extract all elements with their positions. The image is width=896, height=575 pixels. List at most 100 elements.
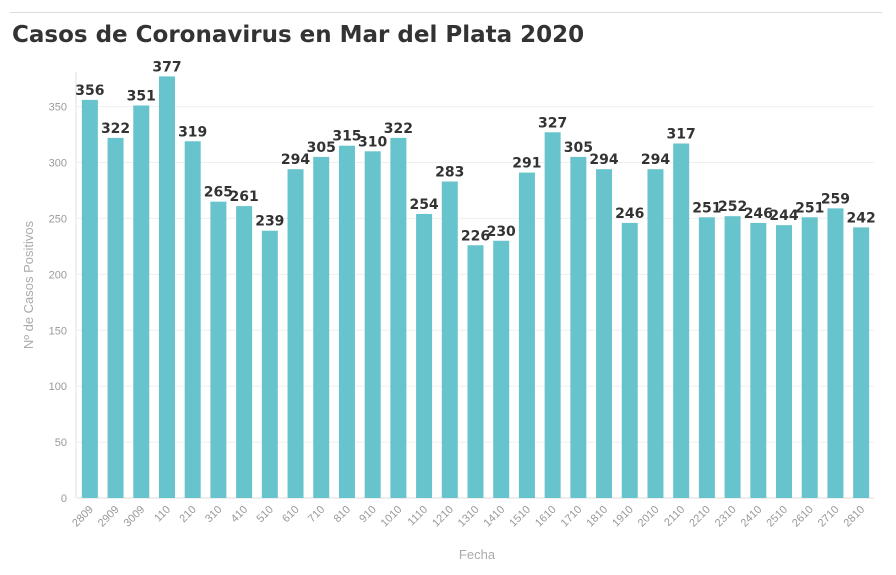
x-tick-label: 710 — [306, 504, 327, 525]
x-tick-label: 1710 — [559, 504, 585, 530]
x-tick-label: 810 — [332, 504, 353, 525]
data-label: 239 — [255, 214, 284, 230]
data-label: 230 — [487, 224, 516, 240]
x-tick-label: 1110 — [406, 504, 431, 529]
y-tick-label: 350 — [49, 102, 67, 114]
data-label: 294 — [589, 152, 618, 168]
y-tick-label: 300 — [49, 158, 67, 170]
data-label: 356 — [75, 83, 104, 99]
x-tick-label: 1810 — [584, 504, 610, 530]
bar — [596, 169, 613, 498]
data-label: 251 — [795, 200, 824, 216]
x-tick-label: 2110 — [662, 504, 687, 529]
data-label: 377 — [152, 59, 181, 75]
x-tick-label: 2710 — [816, 504, 842, 530]
y-tick-label: 150 — [49, 325, 67, 337]
x-tick-label: 1610 — [533, 504, 559, 530]
bar — [184, 141, 201, 499]
x-tick-label: 1510 — [507, 504, 533, 530]
bar — [364, 151, 381, 499]
x-tick-label: 1010 — [379, 504, 405, 530]
data-label: 259 — [821, 191, 850, 207]
data-label: 294 — [641, 152, 670, 168]
x-tick-label: 910 — [357, 504, 378, 525]
bar — [441, 181, 458, 499]
bar — [673, 143, 690, 498]
bar — [133, 105, 150, 498]
bar — [544, 132, 561, 498]
top-rule — [10, 12, 882, 13]
data-label: 226 — [461, 228, 490, 244]
y-tick-label: 200 — [49, 269, 67, 281]
x-tick-label: 410 — [229, 504, 250, 525]
y-tick-label: 100 — [49, 381, 67, 393]
x-tick-label: 2809 — [70, 504, 96, 530]
data-label: 242 — [847, 210, 876, 226]
bar — [776, 225, 793, 499]
bar — [493, 240, 510, 499]
x-axis-ticks: 2809 2909 3009 110 210 310 410 510 610 710 810 910 1… — [70, 504, 867, 530]
bar — [107, 137, 124, 498]
data-label: 261 — [229, 189, 258, 205]
data-label: 317 — [667, 126, 696, 142]
data-label: 351 — [127, 88, 156, 104]
x-tick-label: 2410 — [739, 504, 765, 530]
bar — [338, 145, 355, 498]
bar — [210, 201, 227, 498]
bar — [390, 137, 407, 498]
data-label: 254 — [409, 197, 438, 213]
bar — [827, 208, 844, 498]
x-tick-label: 2510 — [764, 504, 790, 530]
x-tick-label: 510 — [254, 504, 275, 525]
x-tick-label: 110 — [152, 504, 173, 525]
x-tick-label: 1310 — [456, 504, 482, 530]
x-tick-label: 2210 — [687, 504, 713, 530]
data-label: 315 — [332, 129, 361, 145]
data-label: 310 — [358, 134, 387, 150]
x-tick-label: 2310 — [713, 504, 739, 530]
data-label: 265 — [204, 185, 233, 201]
data-label: 327 — [538, 115, 567, 131]
bar — [416, 213, 433, 498]
x-tick-label: 3009 — [122, 504, 148, 530]
x-tick-label: 2810 — [841, 504, 867, 530]
x-tick-label: 210 — [177, 504, 198, 525]
y-axis-label: Nº de Casos Positivos — [21, 220, 36, 349]
y-tick-label: 0 — [61, 493, 67, 505]
bar — [801, 217, 818, 498]
bar — [518, 172, 535, 498]
bar — [313, 156, 330, 499]
data-label: 294 — [281, 152, 310, 168]
data-label: 252 — [718, 199, 747, 215]
data-label: 251 — [692, 200, 721, 216]
grid-lines — [77, 106, 874, 499]
data-label: 244 — [769, 208, 798, 224]
x-tick-label: 2010 — [636, 504, 662, 530]
x-tick-label: 610 — [280, 504, 301, 525]
data-label: 291 — [512, 156, 541, 172]
x-tick-label: 310 — [203, 504, 224, 525]
bars — [81, 76, 870, 499]
bar — [750, 222, 767, 498]
x-tick-label: 1910 — [610, 504, 636, 530]
bar — [236, 206, 253, 499]
data-label: 283 — [435, 165, 464, 181]
bar — [724, 216, 741, 498]
x-axis-label: Fecha — [459, 547, 496, 562]
bar — [81, 99, 98, 498]
bar — [853, 227, 870, 498]
x-tick-label: 1210 — [430, 504, 456, 530]
bar — [621, 222, 638, 498]
bar — [467, 245, 484, 498]
bar — [570, 156, 587, 499]
bar — [287, 169, 304, 498]
data-label: 319 — [178, 124, 207, 140]
bar — [261, 230, 278, 499]
y-tick-label: 50 — [55, 437, 67, 449]
data-label: 322 — [384, 121, 413, 137]
data-label: 305 — [307, 140, 336, 156]
data-labels: 3563223513773192652612392943053153103222… — [75, 59, 876, 244]
x-tick-label: 2909 — [96, 504, 122, 530]
data-label: 246 — [744, 206, 773, 222]
